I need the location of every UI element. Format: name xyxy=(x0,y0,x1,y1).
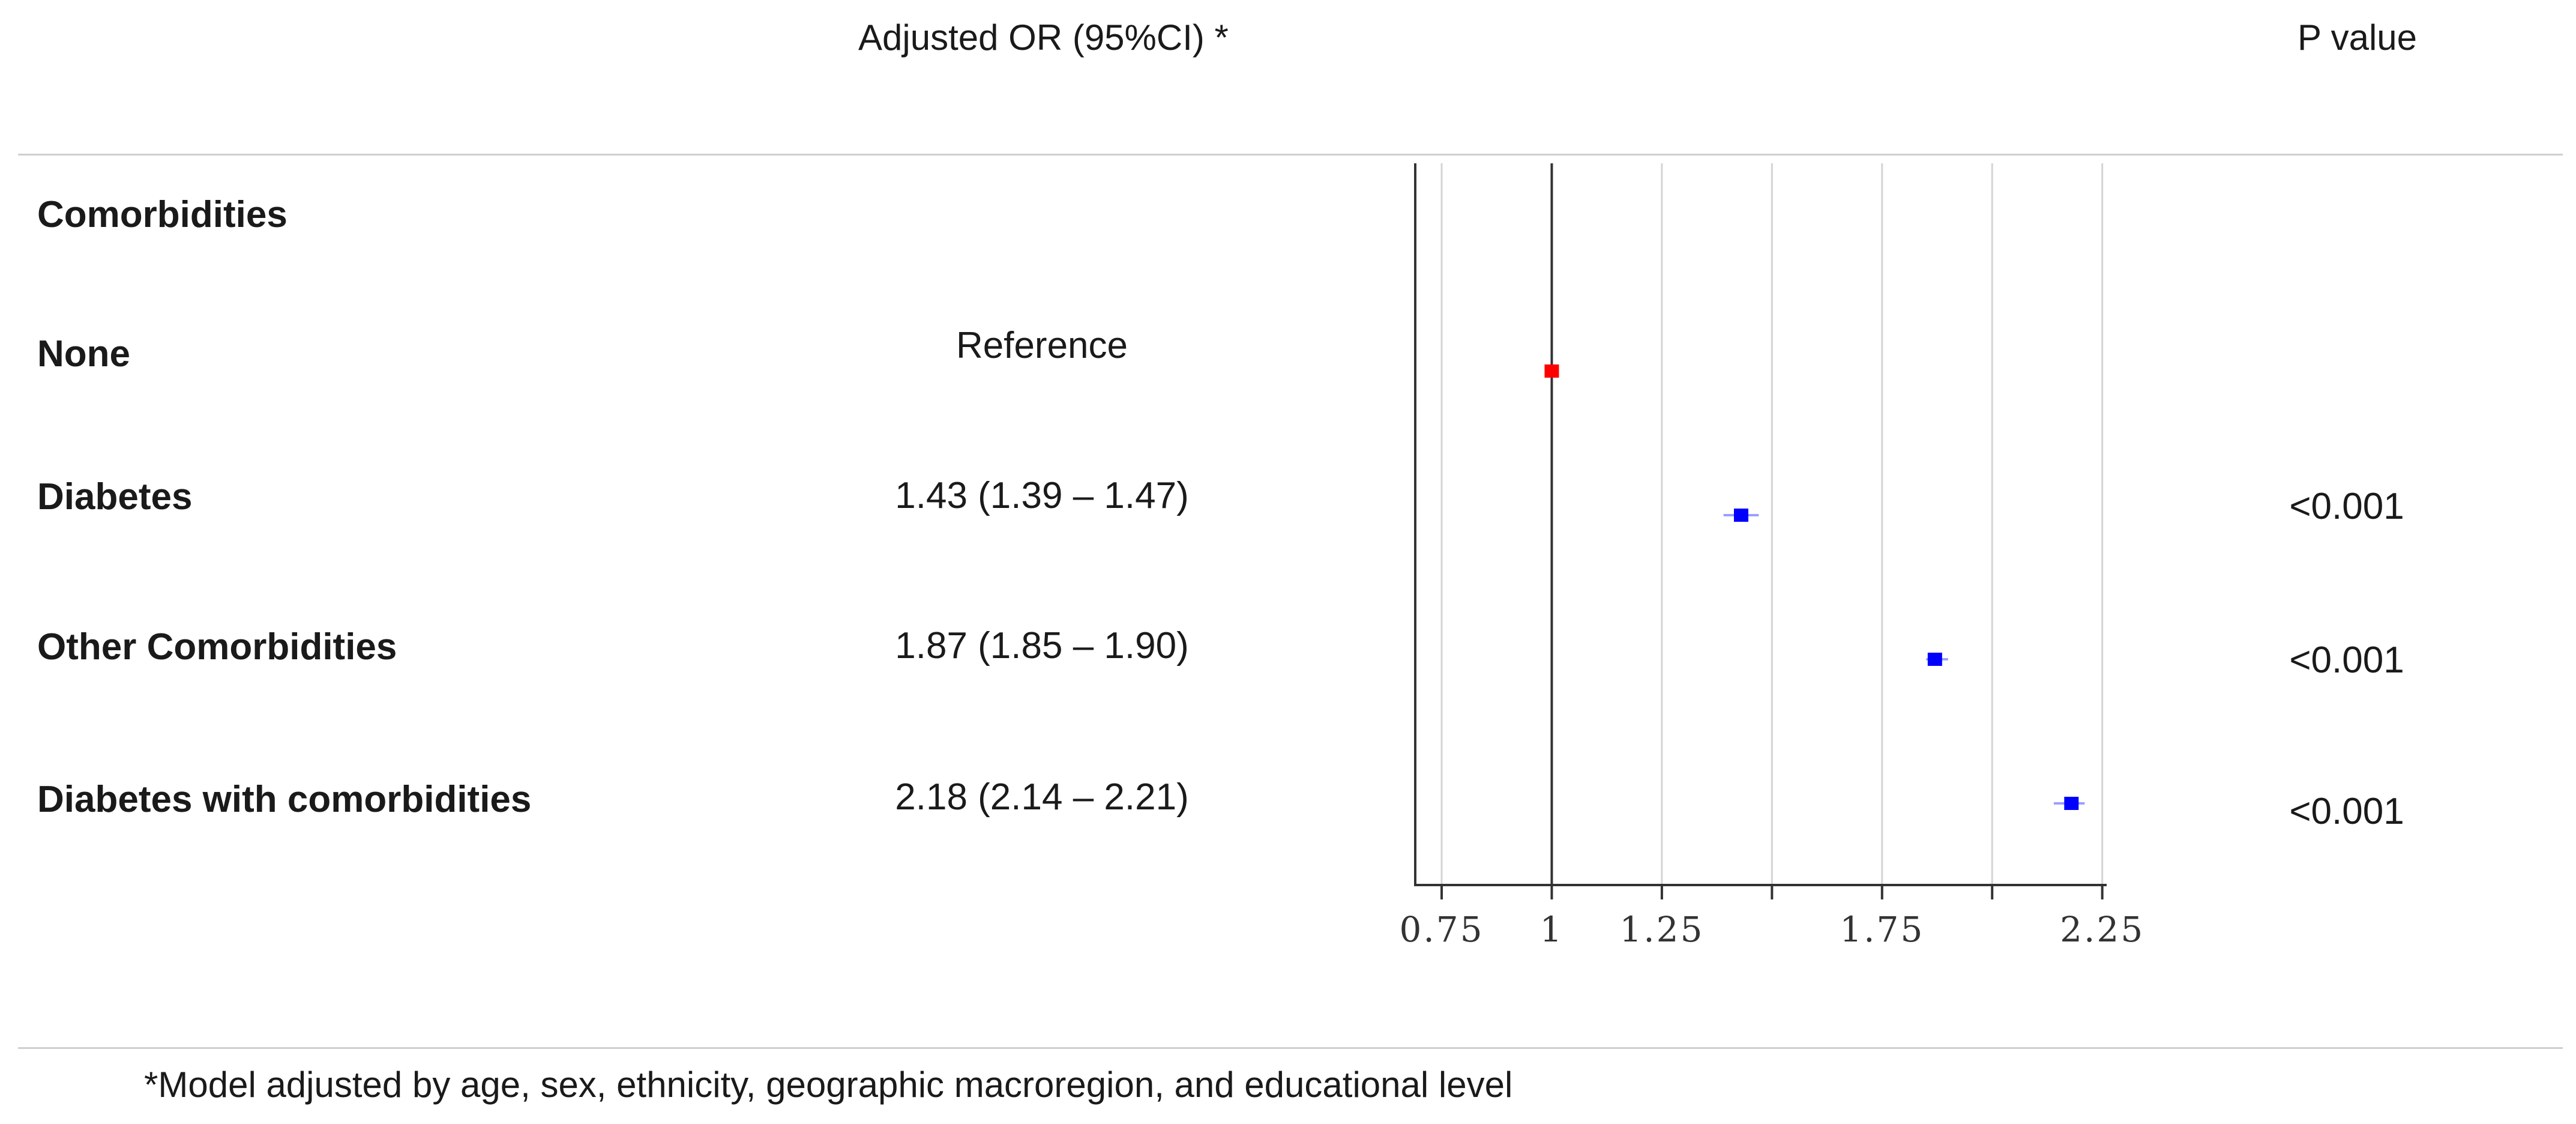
x-tick-label-4: 2.25 xyxy=(2060,909,2144,950)
or-value-none: Reference xyxy=(955,325,1128,366)
point-estimate-2 xyxy=(1927,653,1942,666)
or-value-diabetes-with-comorbidities: 2.18 (2.14 – 2.21) xyxy=(895,776,1189,818)
point-estimate-1 xyxy=(1733,509,1748,522)
row-label-none: None xyxy=(37,333,130,375)
x-tick-label-0: 0.75 xyxy=(1399,909,1484,950)
row-label-diabetes: Diabetes xyxy=(37,476,193,518)
x-tick-label-1: 1 xyxy=(1540,909,1564,950)
p-value-column-header: P value xyxy=(2298,17,2418,58)
forest-plot: 0.75 1 1.25 1.75 2.25 xyxy=(1399,163,2144,950)
footnote: *Model adjusted by age, sex, ethnicity, … xyxy=(144,1065,1513,1105)
section-label: Comorbidities xyxy=(37,194,287,235)
point-estimate-3 xyxy=(2064,797,2079,810)
p-value-diabetes-with-comorbidities: <0.001 xyxy=(2289,791,2404,832)
row-label-other-comorbidities: Other Comorbidities xyxy=(37,626,397,668)
or-column-header: Adjusted OR (95%CI) * xyxy=(858,17,1229,58)
x-tick-label-3: 1.75 xyxy=(1840,909,1924,950)
p-value-other-comorbidities: <0.001 xyxy=(2289,639,2404,681)
or-value-other-comorbidities: 1.87 (1.85 – 1.90) xyxy=(895,625,1189,666)
x-tick-label-2: 1.25 xyxy=(1619,909,1704,950)
point-estimate-0 xyxy=(1544,364,1559,378)
row-label-diabetes-with-comorbidities: Diabetes with comorbidities xyxy=(37,779,532,820)
p-value-diabetes: <0.001 xyxy=(2289,486,2404,527)
top-rule xyxy=(18,154,2563,156)
bottom-rule xyxy=(18,1047,2563,1049)
or-value-diabetes: 1.43 (1.39 – 1.47) xyxy=(895,475,1189,516)
